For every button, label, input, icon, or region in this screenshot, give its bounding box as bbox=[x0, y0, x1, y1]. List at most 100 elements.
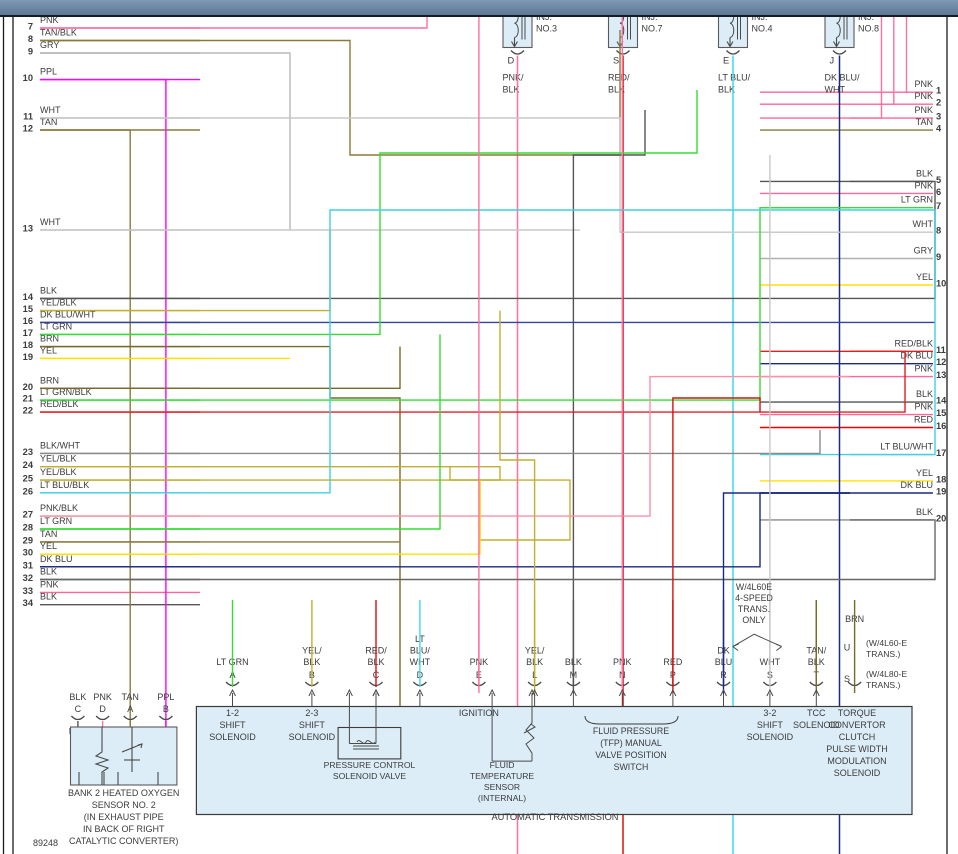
svg-text:27: 27 bbox=[23, 510, 33, 520]
svg-text:LT GRN: LT GRN bbox=[40, 516, 72, 526]
svg-text:PNK: PNK bbox=[914, 105, 933, 115]
svg-text:RED: RED bbox=[914, 415, 934, 425]
svg-text:WHT: WHT bbox=[40, 217, 61, 227]
svg-text:IGNITION: IGNITION bbox=[459, 708, 499, 718]
svg-text:9: 9 bbox=[28, 47, 33, 57]
svg-text:TRANS.: TRANS. bbox=[738, 604, 770, 614]
svg-text:DK BLU: DK BLU bbox=[900, 480, 933, 490]
svg-text:3-2: 3-2 bbox=[763, 708, 776, 718]
svg-text:2: 2 bbox=[936, 98, 941, 108]
svg-text:IN BACK OF RIGHT: IN BACK OF RIGHT bbox=[83, 824, 165, 834]
svg-text:4: 4 bbox=[936, 124, 942, 134]
svg-text:PNK: PNK bbox=[914, 91, 933, 101]
svg-text:TAN: TAN bbox=[122, 692, 139, 702]
svg-text:29: 29 bbox=[23, 535, 33, 545]
svg-text:LT BLU/: LT BLU/ bbox=[718, 73, 751, 83]
svg-text:18: 18 bbox=[936, 474, 946, 484]
svg-text:3: 3 bbox=[936, 112, 941, 122]
svg-text:B: B bbox=[163, 704, 169, 714]
svg-text:BLK: BLK bbox=[40, 592, 57, 602]
svg-text:PNK: PNK bbox=[914, 364, 933, 374]
svg-text:E: E bbox=[723, 56, 729, 66]
svg-text:LT GRN: LT GRN bbox=[901, 195, 933, 205]
svg-text:20: 20 bbox=[23, 382, 33, 392]
svg-text:J: J bbox=[830, 56, 835, 66]
svg-text:D: D bbox=[508, 56, 515, 66]
svg-text:30: 30 bbox=[23, 548, 33, 558]
svg-text:CATALYTIC CONVERTER): CATALYTIC CONVERTER) bbox=[69, 836, 178, 846]
svg-text:DK BLU: DK BLU bbox=[40, 554, 73, 564]
svg-text:15: 15 bbox=[23, 304, 33, 314]
svg-text:NO.3: NO.3 bbox=[536, 24, 557, 34]
svg-text:PNK/: PNK/ bbox=[503, 73, 525, 83]
svg-text:89248: 89248 bbox=[33, 838, 58, 848]
svg-text:1: 1 bbox=[936, 86, 941, 96]
svg-text:S: S bbox=[613, 56, 619, 66]
svg-text:SHIFT: SHIFT bbox=[220, 720, 247, 730]
svg-text:12: 12 bbox=[23, 124, 33, 134]
svg-text:YEL: YEL bbox=[40, 541, 57, 551]
svg-text:A: A bbox=[127, 704, 133, 714]
svg-text:6: 6 bbox=[936, 187, 941, 197]
svg-text:7: 7 bbox=[936, 201, 941, 211]
svg-text:BLK: BLK bbox=[40, 567, 57, 577]
svg-text:NO.7: NO.7 bbox=[642, 24, 663, 34]
svg-text:15: 15 bbox=[936, 408, 946, 418]
svg-text:5: 5 bbox=[936, 175, 941, 185]
svg-text:W/4L60E: W/4L60E bbox=[736, 582, 772, 592]
svg-text:SOLENOID VALVE: SOLENOID VALVE bbox=[333, 771, 406, 781]
svg-text:21: 21 bbox=[23, 394, 33, 404]
svg-text:8: 8 bbox=[28, 34, 33, 44]
svg-text:14: 14 bbox=[23, 292, 34, 302]
svg-text:22: 22 bbox=[23, 406, 33, 416]
svg-text:32: 32 bbox=[23, 573, 33, 583]
svg-text:TAN: TAN bbox=[40, 529, 57, 539]
svg-text:FLUID PRESSURE: FLUID PRESSURE bbox=[593, 726, 669, 736]
svg-text:2-3: 2-3 bbox=[305, 708, 318, 718]
svg-text:WHT: WHT bbox=[825, 85, 846, 95]
svg-text:PULSE WIDTH: PULSE WIDTH bbox=[826, 744, 888, 754]
svg-text:20: 20 bbox=[936, 513, 946, 523]
svg-text:(INTERNAL): (INTERNAL) bbox=[478, 793, 526, 803]
svg-text:13: 13 bbox=[936, 370, 946, 380]
svg-text:11: 11 bbox=[23, 112, 33, 122]
svg-text:BLK: BLK bbox=[916, 168, 933, 178]
svg-text:BLK: BLK bbox=[69, 692, 86, 702]
svg-text:YEL/BLK: YEL/BLK bbox=[40, 454, 77, 464]
svg-text:PPL: PPL bbox=[157, 692, 174, 702]
svg-text:PNK/BLK: PNK/BLK bbox=[40, 503, 78, 513]
svg-text:7: 7 bbox=[28, 22, 33, 32]
svg-text:BLK/WHT: BLK/WHT bbox=[40, 440, 81, 450]
svg-text:28: 28 bbox=[23, 523, 33, 533]
svg-text:1-2: 1-2 bbox=[226, 708, 239, 718]
svg-text:PNK: PNK bbox=[40, 579, 59, 589]
svg-text:PNK: PNK bbox=[93, 692, 112, 702]
svg-text:19: 19 bbox=[23, 352, 33, 362]
svg-text:YEL: YEL bbox=[916, 468, 933, 478]
svg-text:TORQUE: TORQUE bbox=[838, 708, 876, 718]
svg-text:WHT: WHT bbox=[913, 219, 934, 229]
svg-text:SOLENOID: SOLENOID bbox=[747, 732, 794, 742]
svg-text:(W/4L80-E: (W/4L80-E bbox=[866, 669, 907, 679]
svg-text:PNK: PNK bbox=[914, 79, 933, 89]
svg-text:MODULATION: MODULATION bbox=[827, 756, 886, 766]
svg-text:TRANS.): TRANS.) bbox=[866, 680, 901, 690]
svg-text:SENSOR: SENSOR bbox=[484, 782, 520, 792]
svg-text:D: D bbox=[99, 704, 106, 714]
svg-text:LT BLU/BLK: LT BLU/BLK bbox=[40, 480, 89, 490]
svg-text:RED/: RED/ bbox=[608, 73, 630, 83]
svg-text:14: 14 bbox=[936, 396, 947, 406]
svg-text:U: U bbox=[844, 643, 851, 653]
svg-text:23: 23 bbox=[23, 447, 33, 457]
svg-text:9: 9 bbox=[936, 252, 941, 262]
svg-text:19: 19 bbox=[936, 487, 946, 497]
svg-text:(IN EXHAUST PIPE: (IN EXHAUST PIPE bbox=[84, 812, 164, 822]
svg-text:CLUTCH: CLUTCH bbox=[839, 732, 876, 742]
svg-text:CONVERTOR: CONVERTOR bbox=[828, 720, 886, 730]
svg-text:TAN: TAN bbox=[916, 117, 933, 127]
svg-text:13: 13 bbox=[23, 224, 33, 234]
svg-text:SHIFT: SHIFT bbox=[757, 720, 784, 730]
svg-text:PPL: PPL bbox=[40, 67, 57, 77]
svg-text:11: 11 bbox=[936, 345, 946, 355]
svg-text:YEL: YEL bbox=[916, 272, 933, 282]
